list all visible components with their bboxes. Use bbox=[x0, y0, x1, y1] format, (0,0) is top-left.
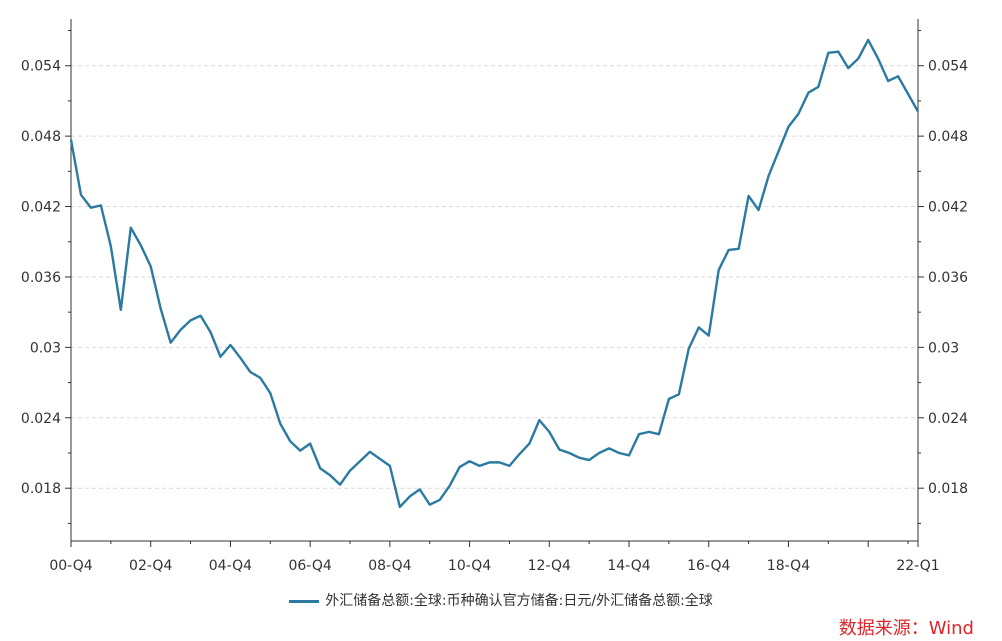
line-chart: 0.018 0.018 0.024 0.024 0.03 0.03 0.036 0.036 0.… bbox=[21, 19, 968, 574]
y-tick-label-left: 0.024 bbox=[21, 411, 61, 427]
x-tick-label: 02-Q4 bbox=[129, 558, 172, 574]
tick-labels: 0.018 0.018 0.024 0.024 0.03 0.03 0.036 0.036 0.… bbox=[21, 59, 968, 574]
series-layer bbox=[69, 38, 920, 509]
x-tick-label: 16-Q4 bbox=[687, 558, 730, 574]
y-tick-label-left: 0.054 bbox=[21, 59, 61, 75]
y-tick-label-right: 0.048 bbox=[928, 129, 968, 145]
y-tick-label-left: 0.036 bbox=[21, 270, 61, 286]
y-tick-label-right: 0.042 bbox=[928, 200, 968, 216]
y-tick-label-right: 0.054 bbox=[928, 59, 968, 75]
x-tick-label: 12-Q4 bbox=[528, 558, 571, 574]
y-tick-label-left: 0.03 bbox=[30, 340, 61, 356]
gridlines bbox=[71, 65, 918, 489]
source-label: 数据来源：Wind bbox=[838, 618, 974, 639]
x-tick-label: 10-Q4 bbox=[448, 558, 491, 574]
y-tick-label-left: 0.018 bbox=[21, 481, 61, 497]
legend: 外汇储备总额:全球:币种确认官方储备:日元/外汇储备总额:全球 bbox=[0, 590, 1002, 610]
x-tick-label: 00-Q4 bbox=[49, 558, 92, 574]
y-tick-label-right: 0.03 bbox=[928, 340, 959, 356]
x-tick-label: 06-Q4 bbox=[288, 558, 331, 574]
y-tick-label-left: 0.048 bbox=[21, 129, 61, 145]
axes bbox=[65, 19, 924, 547]
legend-swatch bbox=[289, 599, 320, 603]
y-tick-label-right: 0.018 bbox=[928, 481, 968, 497]
x-tick-label: 04-Q4 bbox=[209, 558, 252, 574]
x-tick-label: 08-Q4 bbox=[368, 558, 411, 574]
y-tick-label-right: 0.024 bbox=[928, 411, 968, 427]
legend-label: 外汇储备总额:全球:币种确认官方储备:日元/外汇储备总额:全球 bbox=[325, 593, 713, 609]
y-tick-label-left: 0.042 bbox=[21, 200, 61, 216]
x-tick-label: 18-Q4 bbox=[767, 558, 810, 574]
x-tick-label: 14-Q4 bbox=[607, 558, 650, 574]
x-tick-label: 22-Q1 bbox=[896, 558, 939, 574]
series-line bbox=[69, 38, 920, 509]
y-tick-label-right: 0.036 bbox=[928, 270, 968, 286]
